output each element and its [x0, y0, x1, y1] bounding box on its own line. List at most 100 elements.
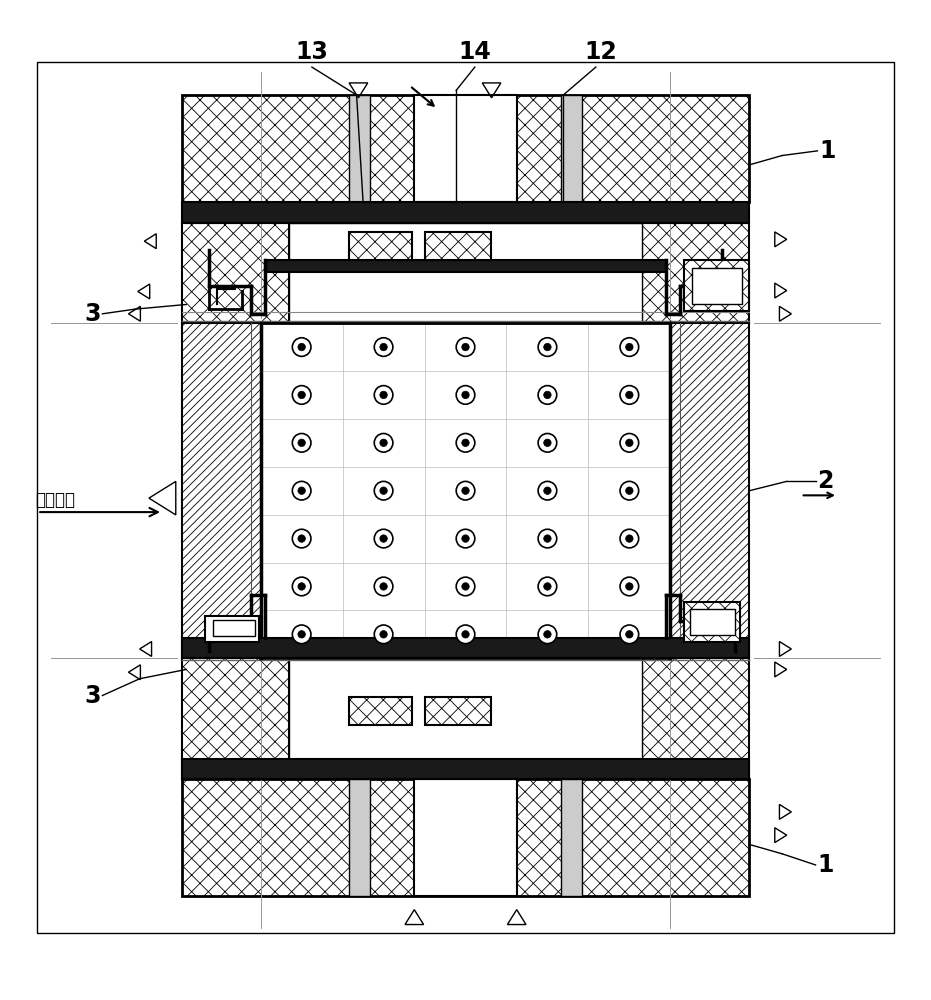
- Text: 2: 2: [817, 469, 834, 493]
- Circle shape: [456, 481, 475, 500]
- Circle shape: [462, 439, 469, 447]
- Circle shape: [374, 338, 393, 356]
- Circle shape: [620, 577, 639, 596]
- Circle shape: [380, 535, 387, 542]
- Text: 12: 12: [584, 40, 617, 64]
- Circle shape: [626, 487, 633, 494]
- Circle shape: [626, 391, 633, 399]
- Circle shape: [538, 625, 557, 644]
- Bar: [414, 779, 517, 896]
- Circle shape: [456, 625, 475, 644]
- Circle shape: [298, 391, 305, 399]
- Bar: [684, 260, 749, 311]
- Bar: [425, 697, 491, 725]
- Bar: [205, 616, 259, 642]
- Bar: [349, 779, 370, 896]
- Bar: [561, 779, 582, 896]
- Circle shape: [374, 577, 393, 596]
- Circle shape: [544, 535, 551, 542]
- Bar: [182, 223, 289, 323]
- Circle shape: [292, 338, 311, 356]
- Bar: [670, 323, 749, 658]
- Circle shape: [626, 535, 633, 542]
- Circle shape: [456, 386, 475, 404]
- Circle shape: [292, 386, 311, 404]
- Bar: [289, 223, 642, 323]
- Circle shape: [462, 535, 469, 542]
- Circle shape: [544, 343, 551, 351]
- Bar: [414, 95, 517, 202]
- Circle shape: [298, 583, 305, 590]
- Circle shape: [462, 487, 469, 494]
- Text: 水流方向: 水流方向: [35, 491, 75, 509]
- Text: 3: 3: [84, 684, 101, 708]
- Circle shape: [456, 529, 475, 548]
- Circle shape: [538, 338, 557, 356]
- Circle shape: [298, 487, 305, 494]
- Circle shape: [626, 631, 633, 638]
- Circle shape: [544, 487, 551, 494]
- Circle shape: [380, 583, 387, 590]
- Circle shape: [544, 439, 551, 447]
- Text: 3: 3: [84, 302, 101, 326]
- Circle shape: [456, 434, 475, 452]
- Text: 14: 14: [458, 40, 492, 64]
- Circle shape: [456, 577, 475, 596]
- Bar: [265, 260, 666, 272]
- Circle shape: [380, 487, 387, 494]
- Circle shape: [374, 386, 393, 404]
- Bar: [642, 223, 749, 323]
- Circle shape: [462, 583, 469, 590]
- Circle shape: [544, 391, 551, 399]
- Circle shape: [626, 439, 633, 447]
- Circle shape: [292, 434, 311, 452]
- Circle shape: [620, 625, 639, 644]
- Circle shape: [292, 481, 311, 500]
- Bar: [182, 638, 749, 658]
- Circle shape: [538, 577, 557, 596]
- Circle shape: [456, 338, 475, 356]
- Circle shape: [292, 577, 311, 596]
- Circle shape: [620, 434, 639, 452]
- Circle shape: [380, 343, 387, 351]
- Circle shape: [620, 386, 639, 404]
- Circle shape: [298, 343, 305, 351]
- Bar: [182, 323, 261, 658]
- Bar: [182, 95, 749, 202]
- Bar: [213, 620, 255, 636]
- Bar: [425, 232, 491, 260]
- Bar: [182, 759, 749, 779]
- Text: 1: 1: [819, 139, 836, 163]
- Circle shape: [538, 386, 557, 404]
- Bar: [349, 232, 412, 260]
- Circle shape: [374, 625, 393, 644]
- Bar: [182, 202, 749, 223]
- Circle shape: [298, 535, 305, 542]
- Circle shape: [374, 434, 393, 452]
- Circle shape: [462, 391, 469, 399]
- Bar: [642, 658, 749, 779]
- Circle shape: [374, 481, 393, 500]
- Circle shape: [620, 529, 639, 548]
- Circle shape: [292, 625, 311, 644]
- Text: 13: 13: [295, 40, 329, 64]
- Circle shape: [620, 338, 639, 356]
- Bar: [684, 602, 740, 642]
- Circle shape: [544, 583, 551, 590]
- Circle shape: [298, 631, 305, 638]
- Circle shape: [626, 343, 633, 351]
- Bar: [261, 323, 670, 658]
- Circle shape: [538, 529, 557, 548]
- Bar: [349, 697, 412, 725]
- Circle shape: [292, 529, 311, 548]
- Circle shape: [462, 343, 469, 351]
- Circle shape: [620, 481, 639, 500]
- Circle shape: [462, 631, 469, 638]
- Circle shape: [374, 529, 393, 548]
- Circle shape: [626, 583, 633, 590]
- Bar: [182, 779, 749, 896]
- Circle shape: [380, 439, 387, 447]
- Circle shape: [538, 434, 557, 452]
- Circle shape: [380, 631, 387, 638]
- Circle shape: [544, 631, 551, 638]
